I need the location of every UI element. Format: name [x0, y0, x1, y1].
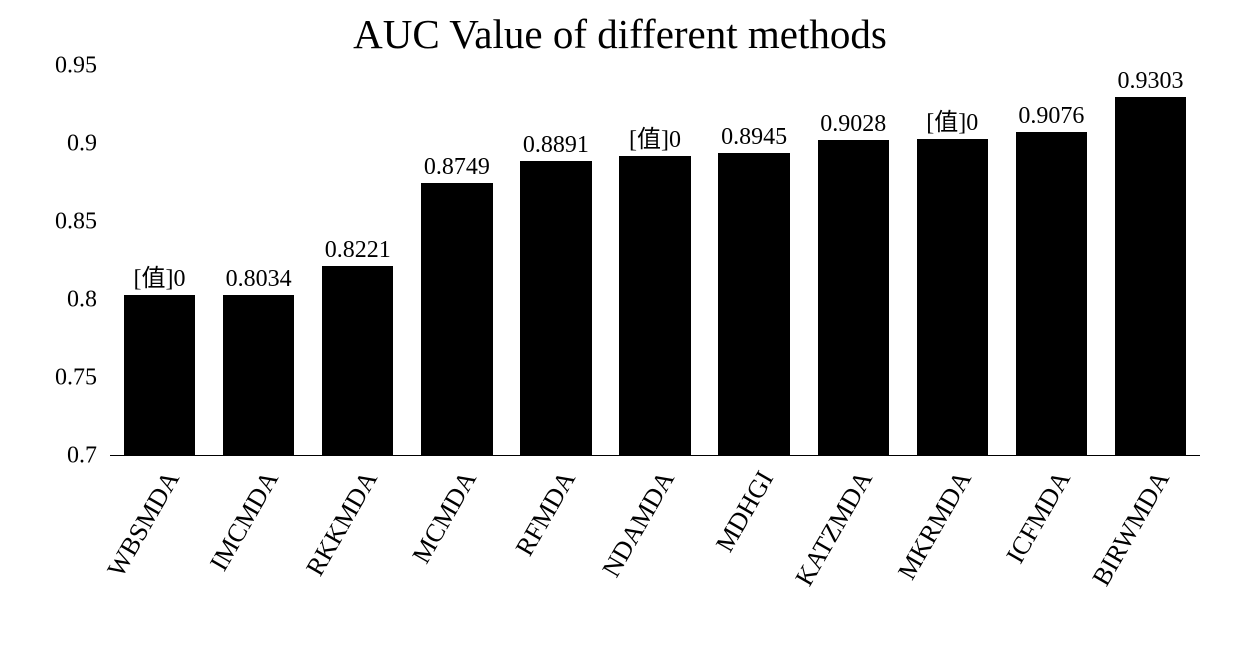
data-label: 0.8034 — [226, 266, 292, 293]
category-label: ICFMDA — [1001, 466, 1078, 569]
y-tick: 0.85 — [55, 209, 97, 236]
bar-wrapper: 0.8891 — [506, 66, 605, 456]
bar — [421, 183, 492, 456]
bar — [520, 161, 591, 456]
x-label-wrapper: BIRWMDA — [1101, 456, 1200, 626]
category-label: KATZMDA — [790, 466, 880, 591]
bar — [619, 156, 690, 456]
bar — [322, 266, 393, 456]
category-label: MKRMDA — [892, 466, 978, 585]
category-label: IMCMDA — [204, 466, 285, 576]
data-label: 0.9028 — [820, 111, 886, 138]
x-label-wrapper: WBSMDA — [110, 456, 209, 626]
x-axis: WBSMDAIMCMDARKKMDAMCMDARFMDANDAMDAMDHGIK… — [110, 456, 1200, 626]
bar — [917, 139, 988, 456]
bar-wrapper: 0.9028 — [804, 66, 903, 456]
chart-title: AUC Value of different methods — [20, 10, 1220, 58]
category-label: WBSMDA — [101, 466, 185, 582]
x-label-wrapper: MDHGI — [705, 456, 804, 626]
bar — [223, 295, 294, 456]
category-label: BIRWMDA — [1087, 466, 1177, 591]
x-label-wrapper: MKRMDA — [903, 456, 1002, 626]
category-label: RKKMDA — [300, 466, 384, 581]
x-label-wrapper: IMCMDA — [209, 456, 308, 626]
bar-wrapper: [值]0 — [110, 66, 209, 456]
category-label: MDHGI — [710, 466, 780, 557]
data-label: 0.9303 — [1117, 68, 1183, 95]
category-label: MCMDA — [406, 466, 483, 569]
data-label: 0.9076 — [1018, 103, 1084, 130]
bar-wrapper: 0.8034 — [209, 66, 308, 456]
bar — [1115, 97, 1186, 456]
bar-wrapper: 0.8945 — [705, 66, 804, 456]
category-label: RFMDA — [510, 466, 582, 561]
x-label-wrapper: ICFMDA — [1002, 456, 1101, 626]
bar-wrapper: [值]0 — [903, 66, 1002, 456]
data-label: 0.8749 — [424, 154, 490, 181]
data-label: 0.8891 — [523, 132, 589, 159]
data-label: 0.8945 — [721, 124, 787, 151]
y-tick: 0.7 — [67, 443, 97, 470]
y-tick: 0.95 — [55, 53, 97, 80]
y-tick: 0.75 — [55, 365, 97, 392]
y-axis: 0.70.750.80.850.90.95 — [20, 66, 105, 456]
y-tick: 0.9 — [67, 131, 97, 158]
x-labels: WBSMDAIMCMDARKKMDAMCMDARFMDANDAMDAMDHGIK… — [110, 456, 1200, 626]
bar — [818, 140, 889, 456]
x-label-wrapper: KATZMDA — [804, 456, 903, 626]
bar-wrapper: [值]0 — [605, 66, 704, 456]
data-label: 0.8221 — [325, 237, 391, 264]
x-label-wrapper: NDAMDA — [605, 456, 704, 626]
category-label: NDAMDA — [597, 466, 681, 582]
plot-area: 0.70.750.80.850.90.95 [值]00.80340.82210.… — [110, 66, 1200, 456]
bar-wrapper: 0.9076 — [1002, 66, 1101, 456]
x-label-wrapper: RKKMDA — [308, 456, 407, 626]
bar-wrapper: 0.8749 — [407, 66, 506, 456]
chart-container: AUC Value of different methods 0.7 0.75 0.… — [20, 10, 1220, 642]
bar — [124, 295, 195, 456]
x-label-wrapper: RFMDA — [506, 456, 605, 626]
bars-region: [值]0 0.8034 0.8221 0.8749 0.8891 [值]0 0.8945 0.… — [110, 66, 1200, 456]
y-tick: 0.8 — [67, 287, 97, 314]
bar — [718, 153, 789, 456]
data-label: [值]0 — [926, 102, 978, 137]
data-label: [值]0 — [629, 119, 681, 154]
bar-wrapper: 0.9303 — [1101, 66, 1200, 456]
x-label-wrapper: MCMDA — [407, 456, 506, 626]
bar — [1016, 132, 1087, 456]
data-label: [值]0 — [134, 258, 186, 293]
bar-wrapper: 0.8221 — [308, 66, 407, 456]
